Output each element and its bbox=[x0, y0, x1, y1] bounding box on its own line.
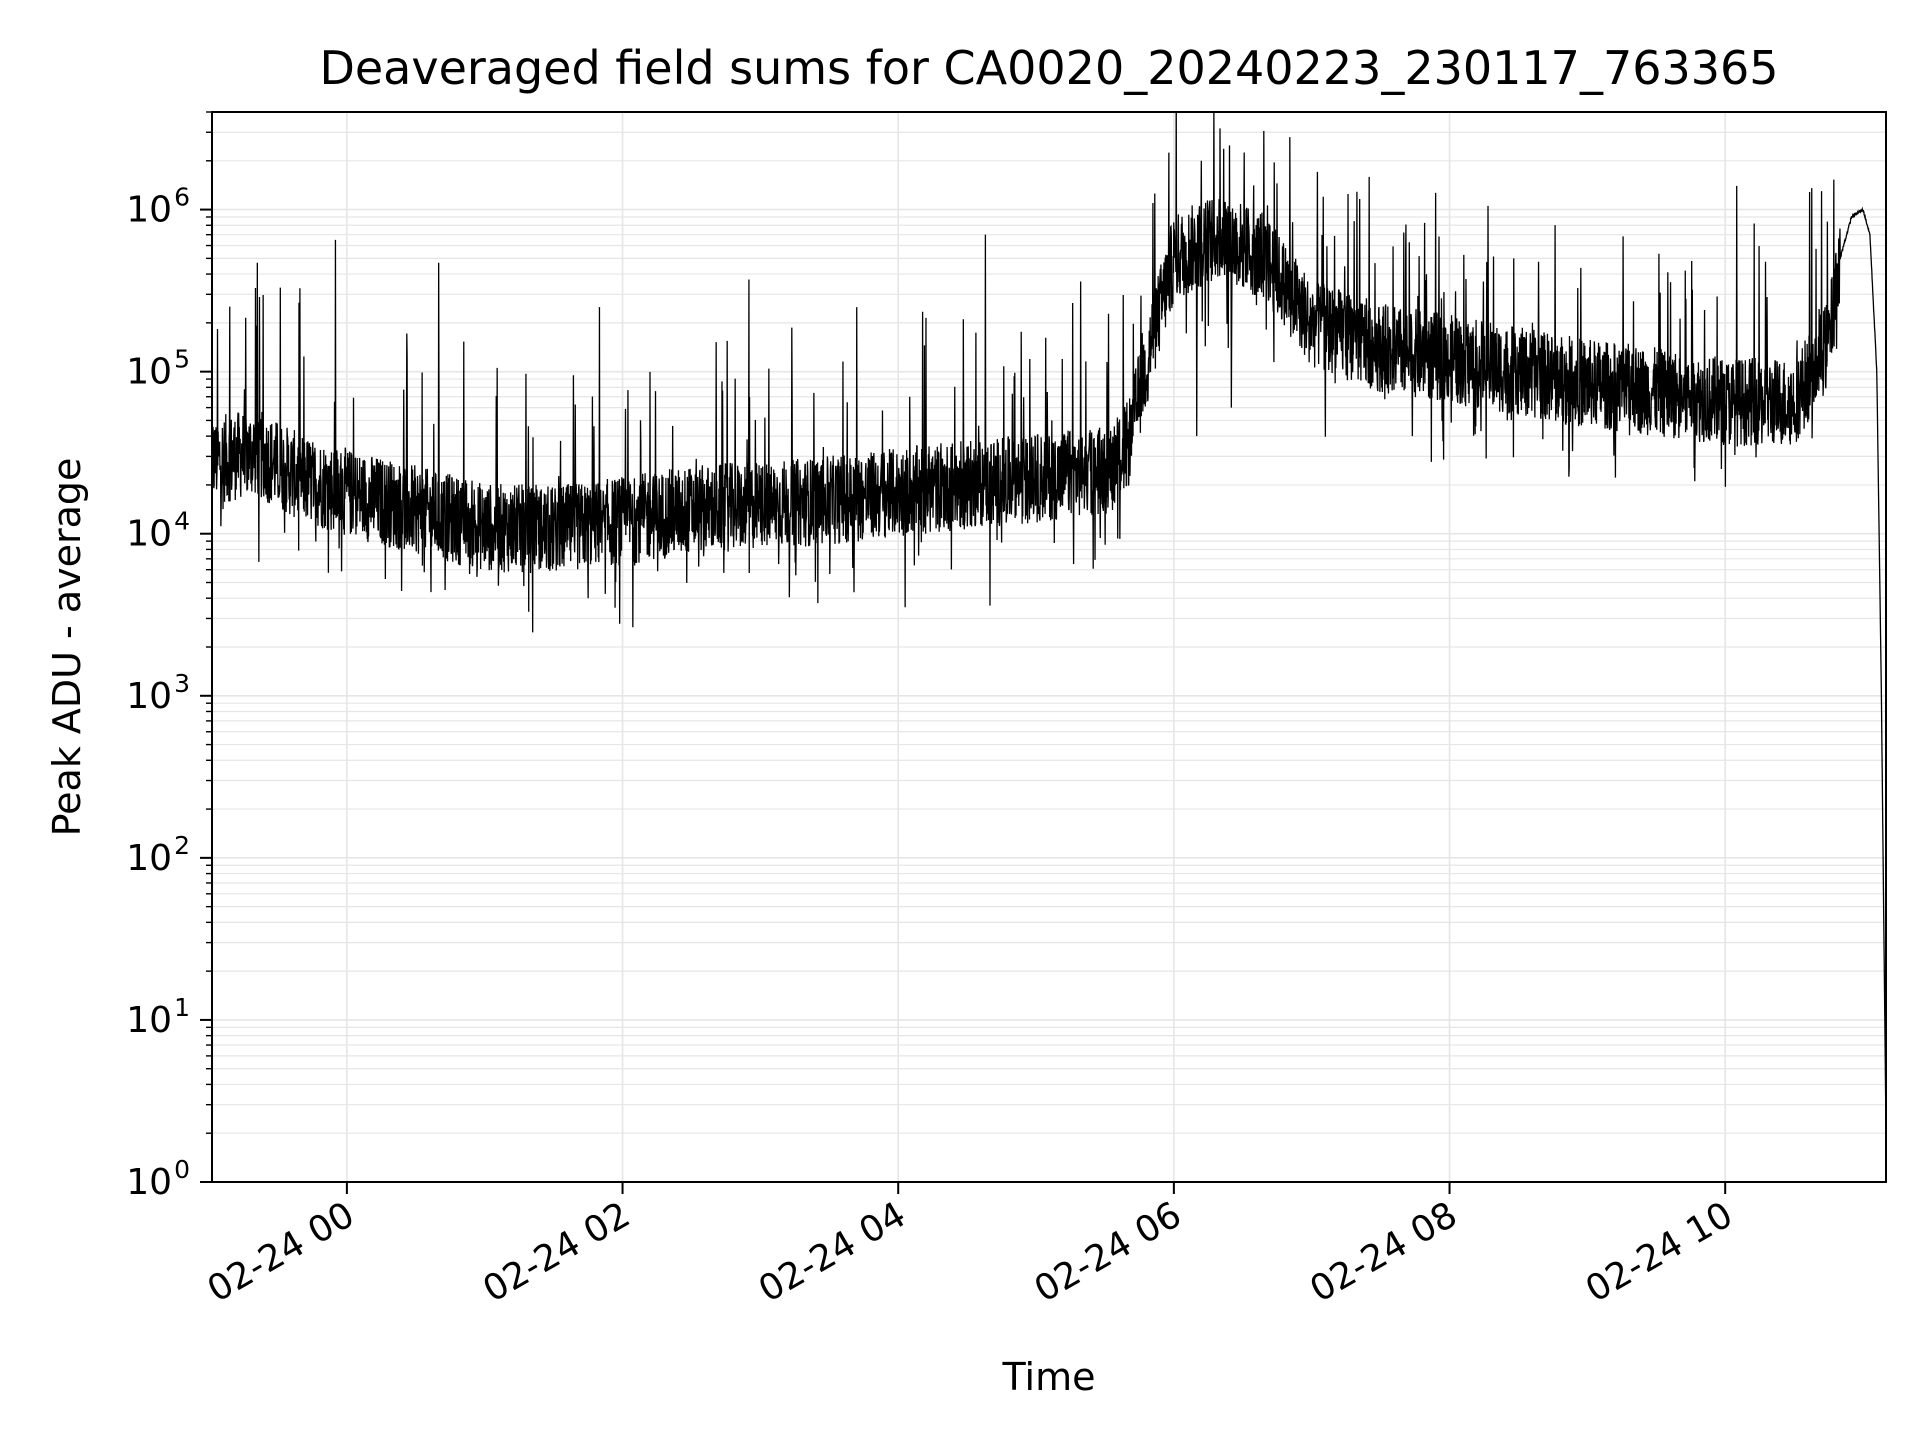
y-tick-label: 10 bbox=[126, 514, 172, 555]
y-tick-exponent: 2 bbox=[174, 831, 190, 860]
chart-title: Deaveraged field sums for CA0020_2024022… bbox=[319, 41, 1778, 95]
series-line bbox=[212, 112, 1886, 1124]
x-axis-label: Time bbox=[1002, 1355, 1096, 1399]
y-tick-exponent: 4 bbox=[174, 507, 190, 536]
plot-area bbox=[212, 112, 1886, 1124]
y-tick-label: 10 bbox=[126, 838, 172, 879]
y-tick-label: 10 bbox=[126, 190, 172, 231]
y-tick-label: 10 bbox=[126, 1000, 172, 1041]
y-tick-label: 10 bbox=[126, 1162, 172, 1203]
y-tick-exponent: 6 bbox=[174, 183, 190, 212]
y-tick-exponent: 3 bbox=[174, 669, 190, 698]
y-tick-label: 10 bbox=[126, 352, 172, 393]
y-tick-exponent: 0 bbox=[174, 1155, 190, 1184]
y-tick-label: 10 bbox=[126, 676, 172, 717]
y-axis-label: Peak ADU - average bbox=[45, 458, 89, 837]
y-tick-exponent: 1 bbox=[174, 993, 190, 1022]
y-tick-exponent: 5 bbox=[174, 345, 190, 374]
